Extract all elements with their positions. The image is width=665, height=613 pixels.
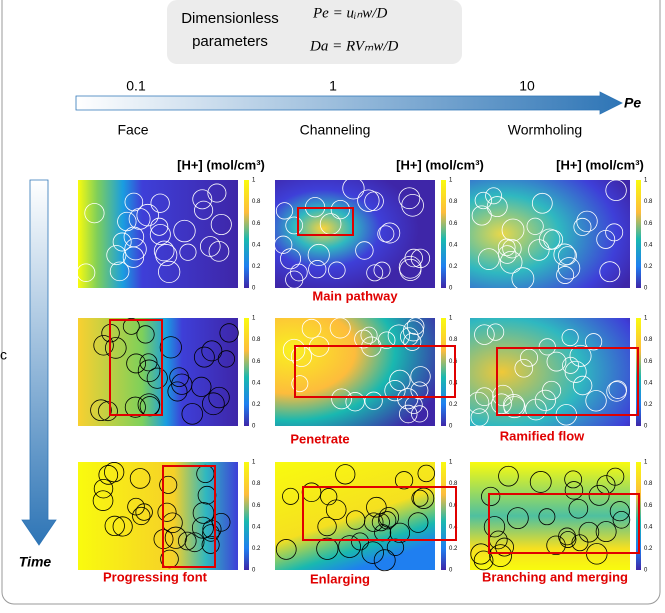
formula: Da = RVₘw/D [309,38,399,54]
box-title: parameters [192,33,268,50]
colorbar-tick: 0.8 [644,199,653,205]
colorbar-tick: 1 [449,460,453,466]
colorbar-tick: 0.6 [449,221,458,227]
time-arrow [22,180,56,545]
annotation: Ramified flow [500,428,585,443]
colorbar-tick: 1 [644,460,648,466]
colorbar-tick: 0.4 [252,242,261,248]
colorbar-title: [H+] (mol/cm³) [396,157,484,172]
colorbar-tick: 0.8 [644,337,653,343]
colorbar [441,318,446,426]
formula: Pe = uᵢₙw/D [312,5,387,21]
colorbar [636,180,641,288]
colorbar-tick: 1 [252,178,256,184]
colorbar-tick: 0.6 [644,359,653,365]
annotation: Enlarging [310,571,370,586]
colorbar-tick: 0.2 [252,546,261,552]
box-title: Dimensionless [181,10,279,27]
colorbar-title: [H+] (mol/cm³) [556,157,644,172]
regime: Wormholing [508,122,582,138]
colorbar-tick: 0 [252,286,256,292]
colorbar-tick: 0 [449,568,453,574]
colorbar-tick: 0.8 [252,199,261,205]
colorbar-tick: 0 [644,286,648,292]
colorbar-tick: 0.4 [449,380,458,386]
colorbar [441,180,446,288]
colorbar-title: [H+] (mol/cm³) [177,157,265,172]
colorbar-tick: 0.2 [449,402,458,408]
colorbar-tick: 0.2 [644,402,653,408]
colorbar-tick: 0.2 [252,402,261,408]
pe-tick: 1 [329,78,337,94]
colorbar-tick: 0.2 [644,546,653,552]
pe-label: Pe [624,95,641,111]
colorbar-tick: 0 [644,568,648,574]
colorbar-tick: 0 [252,424,256,430]
colorbar [244,462,249,570]
colorbar-tick: 0.4 [252,524,261,530]
time-label: Time [19,554,52,570]
pe-tick: 0.1 [126,78,146,94]
colorbar-tick: 0 [644,424,648,430]
colorbar-tick: 0 [252,568,256,574]
figure: Dimensionless parameters Pe = uᵢₙw/D Da … [0,0,665,608]
colorbar-tick: 1 [252,460,256,466]
colorbar-tick: 0.4 [644,524,653,530]
colorbar-tick: 0.6 [252,221,261,227]
annotation: Branching and merging [482,569,628,584]
colorbar [244,180,249,288]
side-label: c [0,347,7,363]
pe-tick: 10 [519,78,535,94]
colorbar-tick: 0 [449,286,453,292]
colorbar-tick: 1 [644,178,648,184]
colorbar-tick: 0.6 [449,359,458,365]
panels: 1 0.8 0.6 0.4 0.2 0 1 0.8 0.6 0.4 0.2 0 1 0.8 0.6 0.4 0.… [77,178,653,574]
colorbar-tick: 1 [644,316,648,322]
colorbar [441,462,446,570]
regime: Face [117,122,148,138]
colorbar-tick: 0.6 [644,221,653,227]
colorbar-tick: 0.4 [644,242,653,248]
colorbar-tick: 0.4 [252,380,261,386]
colorbar-tick: 0 [449,424,453,430]
colorbar-tick: 0.2 [449,264,458,270]
concentration-map [275,318,435,426]
colorbar [244,318,249,426]
colorbar-tick: 0.4 [449,242,458,248]
colorbar-tick: 0.6 [252,359,261,365]
colorbar-tick: 0.2 [252,264,261,270]
concentration-map [78,180,238,288]
colorbar-tick: 1 [449,178,453,184]
annotation: Progressing font [103,569,208,584]
colorbar-tick: 0.8 [644,481,653,487]
colorbar-tick: 0.4 [644,380,653,386]
pe-arrow [76,92,622,114]
colorbar-tick: 1 [252,316,256,322]
colorbar-tick: 0.8 [252,481,261,487]
colorbar-tick: 0.8 [449,337,458,343]
colorbar-tick: 0.8 [449,199,458,205]
colorbar-tick: 0.6 [644,503,653,509]
annotation: Penetrate [290,431,349,446]
colorbar-tick: 0.8 [252,337,261,343]
annotation: Main pathway [312,288,398,303]
colorbar-tick: 1 [449,316,453,322]
regime: Channeling [300,122,371,138]
colorbar-tick: 0.6 [252,503,261,509]
colorbar-tick: 0.2 [644,264,653,270]
colorbar-tick: 0.2 [449,546,458,552]
